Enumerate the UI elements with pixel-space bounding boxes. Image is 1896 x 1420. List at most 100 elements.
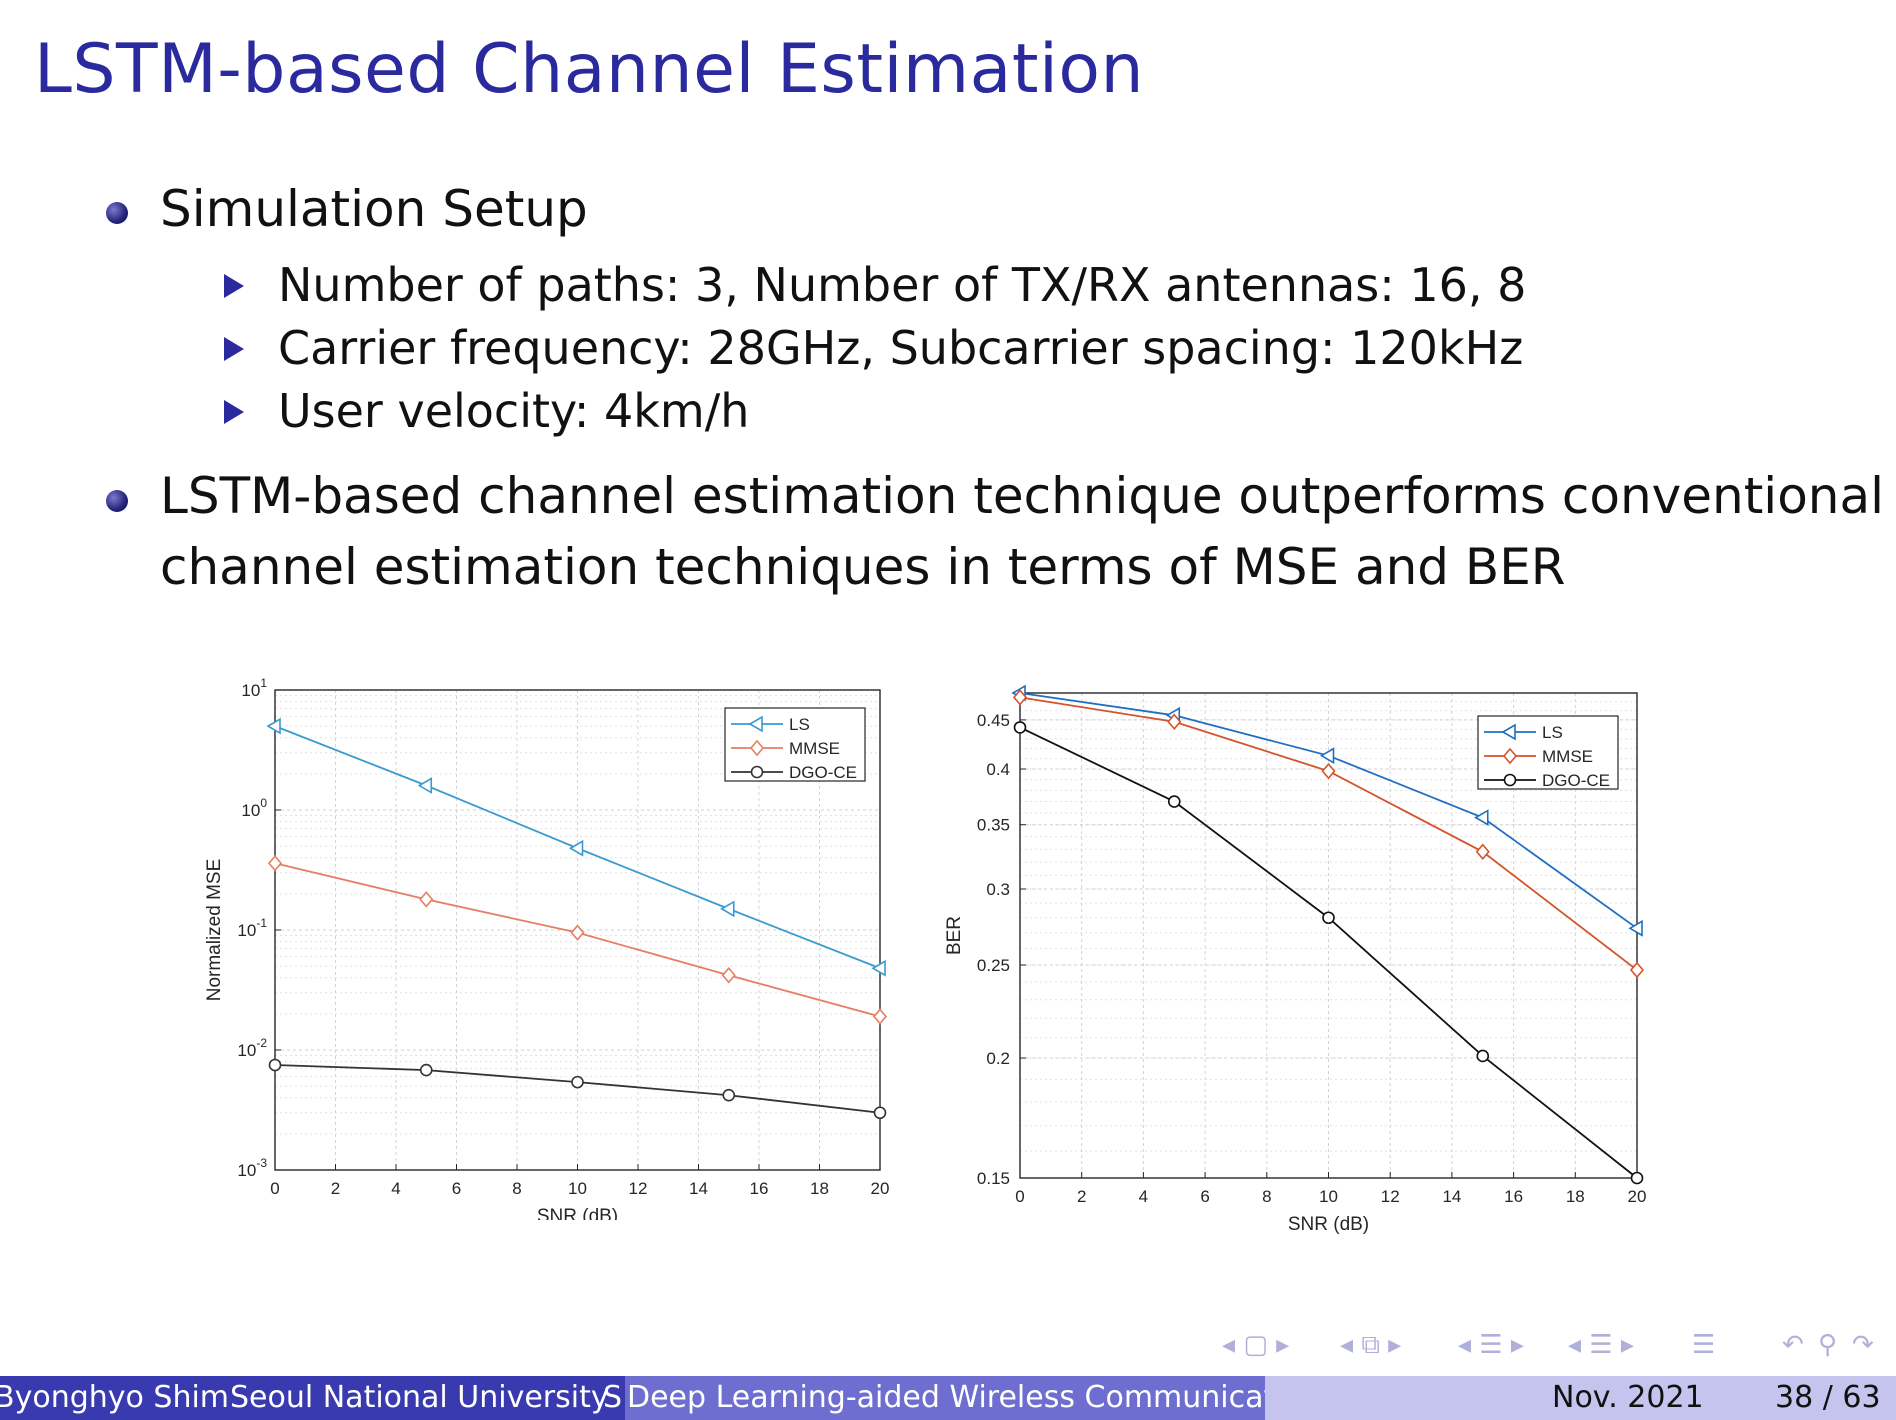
data-point-mmse — [721, 966, 736, 984]
x-tick-label: 10 — [1319, 1187, 1338, 1206]
footer-bar: Byonghyo Shim Seoul National University … — [0, 1376, 1896, 1420]
x-tick-label: 4 — [1139, 1187, 1148, 1206]
x-tick-label: 0 — [270, 1179, 279, 1198]
data-point-mmse — [872, 1008, 888, 1025]
beamer-navigation-bar: ◂ ▢ ▸ ◂ ⧉ ▸ ◂ ☰ ▸ ◂ ☰ ▸ ☰ ↶ ⚲ ↷ — [1222, 1330, 1882, 1366]
data-point-mmse — [1475, 843, 1490, 861]
redo-icon[interactable]: ↷ — [1852, 1330, 1874, 1360]
y-tick-base: 10 — [241, 681, 260, 700]
x-tick-label: 6 — [1200, 1187, 1209, 1206]
nav-list-icon[interactable]: ◂ ☰ ▸ — [1568, 1330, 1634, 1360]
undo-icon[interactable]: ↶ — [1782, 1330, 1804, 1360]
legend-entry: DGO-CE — [789, 763, 857, 782]
x-tick-label: 18 — [1566, 1187, 1585, 1206]
footer-talk-title: Deep Learning-aided Wireless Communicati… — [627, 1380, 1265, 1415]
sub-bullet-arrow-icon — [224, 337, 244, 361]
bullet-simulation-setup: Simulation Setup — [160, 180, 588, 238]
y-tick-exponent: -1 — [256, 916, 267, 930]
bullet-dot-icon — [106, 202, 128, 224]
y-tick-base: 10 — [241, 801, 260, 820]
y-tick-exponent: 1 — [260, 676, 267, 690]
data-point-dgo-ce — [1476, 1049, 1490, 1063]
legend-marker — [1501, 723, 1516, 741]
y-axis-label: BER — [944, 916, 965, 955]
bullet-dot-icon — [106, 490, 128, 512]
footer-date-block: Nov. 2021 38 / 63 — [1265, 1376, 1896, 1420]
x-tick-label: 8 — [1262, 1187, 1271, 1206]
sub-bullet-arrow-icon — [224, 400, 244, 424]
x-tick-label: 12 — [629, 1179, 648, 1198]
sub-bullet-arrow-icon — [224, 274, 244, 298]
x-tick-label: 20 — [1628, 1187, 1647, 1206]
y-tick-label: 0.15 — [977, 1169, 1010, 1188]
sub-bullet-paths: Number of paths: 3, Number of TX/RX ante… — [278, 258, 1527, 312]
search-icon[interactable]: ⚲ — [1818, 1330, 1838, 1360]
data-point-ls — [417, 777, 433, 794]
ber-chart: 0 2 4 6 8 10 12 14 16 18 20 0.45 0.4 0.35 0.3 0.25 0.2 0.… — [944, 684, 1647, 1235]
legend-marker — [749, 739, 765, 757]
footer-cut: S — [603, 1380, 623, 1415]
x-tick-label: 0 — [1015, 1187, 1024, 1206]
footer-page: 38 / 63 — [1775, 1380, 1881, 1415]
data-point-mmse — [419, 891, 434, 908]
sub-bullet-velocity: User velocity: 4km/h — [278, 384, 750, 438]
data-point-dgo-ce — [1167, 795, 1181, 808]
x-tick-label: 6 — [452, 1179, 461, 1198]
y-tick-base: 10 — [237, 921, 256, 940]
x-axis-label: SNR (dB) — [537, 1206, 618, 1220]
y-tick-label: 0.3 — [986, 880, 1010, 899]
y-tick-exponent: 0 — [260, 796, 267, 810]
y-tick-label: 101 — [241, 676, 267, 700]
data-point-dgo-ce — [1322, 911, 1335, 925]
y-tick-exponent: -2 — [256, 1036, 267, 1050]
data-point-mmse — [1167, 713, 1182, 730]
footer-date: Nov. 2021 — [1552, 1380, 1704, 1415]
sub-bullet-frequency: Carrier frequency: 28GHz, Subcarrier spa… — [278, 321, 1524, 375]
y-tick-label: 0.4 — [986, 760, 1010, 779]
data-point-dgo-ce — [1013, 721, 1027, 734]
legend-entry: LS — [789, 715, 810, 734]
data-point-dgo-ce — [1630, 1171, 1644, 1185]
y-tick-label: 0.25 — [977, 956, 1010, 975]
footer-institute: Seoul National University — [230, 1380, 609, 1415]
x-tick-label: 16 — [1504, 1187, 1523, 1206]
bullet-lstm-line2: channel estimation techniques in terms o… — [160, 538, 1566, 596]
y-tick-label: 0.45 — [977, 711, 1010, 730]
y-tick-label: 0.2 — [986, 1049, 1010, 1068]
legend-marker — [750, 765, 764, 779]
data-point-ls — [266, 717, 281, 735]
x-tick-label: 14 — [689, 1179, 708, 1198]
legend-entry: LS — [1542, 723, 1563, 742]
y-tick-label: 10-1 — [237, 916, 267, 940]
x-tick-label: 4 — [391, 1179, 400, 1198]
legend-marker — [1503, 773, 1517, 787]
bullet-lstm-line1: LSTM-based channel estimation technique … — [160, 467, 1884, 525]
y-axis-label: Normalized MSE — [204, 859, 225, 1002]
data-point-dgo-ce — [268, 1058, 282, 1072]
nav-align-icon[interactable]: ☰ — [1692, 1330, 1716, 1360]
data-point-mmse — [570, 924, 585, 941]
data-point-ls — [1628, 919, 1643, 937]
nav-subsection-icon[interactable]: ◂ ⧉ ▸ — [1340, 1330, 1402, 1360]
data-point-dgo-ce — [419, 1063, 433, 1077]
x-tick-label: 2 — [331, 1179, 340, 1198]
data-point-mmse — [267, 855, 283, 872]
data-point-mmse — [1012, 689, 1028, 706]
data-point-mmse — [1629, 961, 1645, 979]
data-point-ls — [1319, 747, 1335, 765]
y-tick-label: 10-3 — [237, 1156, 267, 1180]
x-tick-label: 12 — [1381, 1187, 1400, 1206]
nav-section-icon[interactable]: ◂ ☰ ▸ — [1458, 1330, 1524, 1360]
data-point-ls — [871, 959, 886, 977]
y-tick-exponent: -3 — [256, 1156, 267, 1170]
nav-frame-icon[interactable]: ◂ ▢ ▸ — [1222, 1330, 1290, 1360]
y-tick-label: 0.35 — [977, 816, 1010, 835]
x-tick-label: 10 — [568, 1179, 587, 1198]
data-point-dgo-ce — [873, 1106, 887, 1120]
x-axis-label: SNR (dB) — [1288, 1214, 1369, 1235]
y-tick-label: 100 — [241, 796, 267, 820]
data-point-ls — [568, 839, 584, 857]
x-tick-label: 14 — [1442, 1187, 1461, 1206]
x-tick-label: 8 — [512, 1179, 521, 1198]
